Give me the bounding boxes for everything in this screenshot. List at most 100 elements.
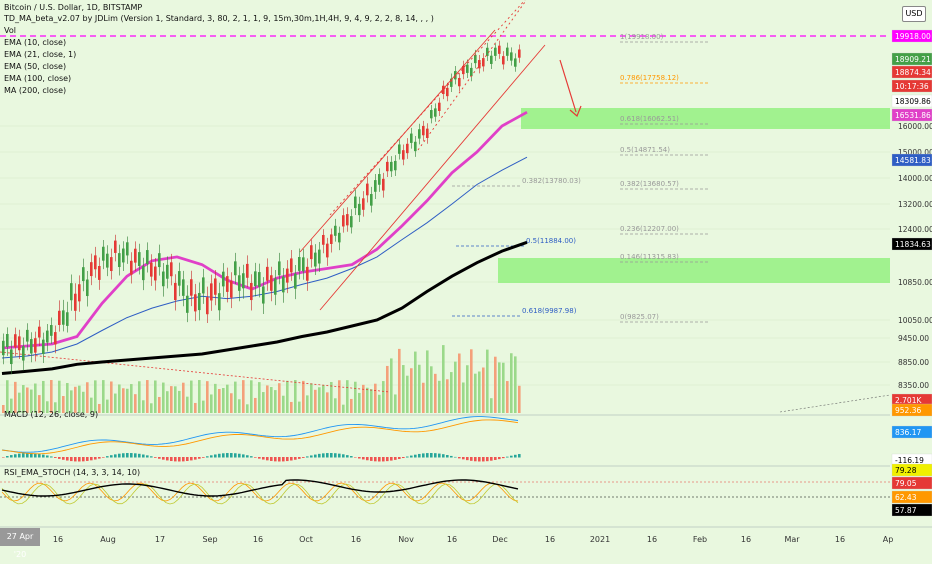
volume-bar [78, 385, 81, 413]
price-label: 14581.83 [895, 156, 931, 165]
candle-body [242, 273, 245, 289]
fib-label: 0.618(16062.51) [620, 115, 679, 123]
volume-bar [202, 400, 205, 413]
candle-body [90, 262, 93, 277]
candle-body [230, 280, 233, 298]
macd-hist-bar [362, 457, 365, 460]
volume-bar [426, 350, 429, 413]
volume-bar [422, 382, 425, 413]
candle-body [118, 253, 121, 268]
candle-body [354, 196, 357, 209]
macd-hist-bar [330, 453, 333, 458]
candle-body [106, 253, 109, 268]
candle-body [110, 257, 113, 272]
candle-body [342, 215, 345, 227]
volume-bar [142, 400, 145, 413]
candle-body [334, 225, 337, 236]
ma200-label: MA (200, close) [4, 86, 67, 95]
volume-bar [486, 349, 489, 413]
candle-body [478, 60, 481, 69]
macd-hist-bar [502, 457, 505, 459]
y-tick-label: 8850.00 [898, 358, 929, 367]
volume-bar [266, 385, 269, 413]
macd-hist-bar [422, 453, 425, 458]
volume-bar [342, 404, 345, 413]
volume-bar [414, 351, 417, 413]
volume-bar [138, 381, 141, 413]
volume-bar [434, 373, 437, 413]
macd-hist-bar [358, 457, 361, 459]
price-label: 79.05 [895, 479, 917, 488]
price-label-box [891, 490, 932, 504]
price-label-box [891, 403, 932, 417]
macd-hist-bar [238, 453, 241, 458]
macd-hist-bar [334, 453, 337, 458]
candle-body [170, 262, 173, 277]
volume-bar [442, 345, 445, 413]
volume-bar [278, 383, 281, 413]
x-tick-label: Mar [784, 535, 800, 544]
candle-body [2, 340, 5, 356]
candle-body [270, 275, 273, 291]
price-label: 2.701K [895, 396, 922, 405]
rsi-k-line [1, 482, 519, 502]
candle-body [150, 262, 153, 277]
price-label: 79.28 [895, 466, 917, 475]
candle-body [482, 58, 485, 67]
candle-body [358, 203, 361, 216]
price-chart[interactable]: 1(19918.00) 0.786(17758.12) 0.618(16062.51… [0, 0, 932, 550]
macd-hist-bar [278, 457, 281, 462]
candle-body [338, 232, 341, 243]
macd-hist-bar [518, 454, 521, 458]
macd-hist-bar [290, 457, 293, 461]
macd-hist-bar [262, 457, 265, 460]
volume-bar [110, 381, 113, 413]
macd-hist-bar [450, 455, 453, 458]
rsi-d-line [1, 483, 519, 505]
candle-body [6, 333, 9, 348]
macd-hist-bar [378, 457, 381, 462]
candle-body [294, 273, 297, 289]
y-tick-label: 8350.00 [898, 381, 929, 390]
macd-hist-bar [406, 456, 409, 458]
x-tick-label: 2021 [590, 535, 610, 544]
x-tick-label: 16 [447, 535, 457, 544]
macd-label: MACD (12, 26, close, 9) [4, 410, 99, 419]
candle-body [54, 332, 57, 345]
macd-hist-bar [306, 456, 309, 458]
volume-bar [314, 389, 317, 413]
volume-bar [154, 380, 157, 413]
macd-hist-bar [94, 457, 97, 460]
currency-button[interactable]: USD [902, 6, 926, 22]
macd-hist-bar [402, 457, 405, 459]
chart-title: Bitcoin / U.S. Dollar, 1D, BITSTAMP [4, 3, 143, 12]
volume-bar [474, 373, 477, 413]
macd-hist-bar [294, 457, 297, 460]
macd-hist-bar [122, 453, 125, 458]
candle-body [390, 161, 393, 172]
candle-body [46, 330, 49, 343]
volume-bar [214, 383, 217, 413]
volume-bar [118, 384, 121, 413]
candle-body [70, 283, 73, 301]
macd-hist-bar [462, 457, 465, 460]
volume-bar [134, 394, 137, 413]
candle-body [250, 282, 253, 301]
volume-bar [182, 382, 185, 413]
candle-body [330, 234, 333, 244]
volume-bar [130, 384, 133, 413]
macd-hist-bar [322, 453, 325, 458]
candle-body [346, 214, 349, 226]
macd-hist-bar [446, 454, 449, 458]
volume-bar [70, 390, 73, 413]
price-label-box [891, 65, 932, 79]
macd-hist-bar [202, 457, 205, 458]
x-tick-label: 16 [647, 535, 657, 544]
candle-body [266, 266, 269, 281]
macd-hist-bar [326, 453, 329, 458]
forecast-arrow [559, 59, 577, 113]
fib-label: 0.786(17758.12) [620, 74, 679, 82]
price-label-box [891, 463, 932, 477]
volume-bar [498, 362, 501, 413]
price-label: 62.43 [895, 493, 917, 502]
